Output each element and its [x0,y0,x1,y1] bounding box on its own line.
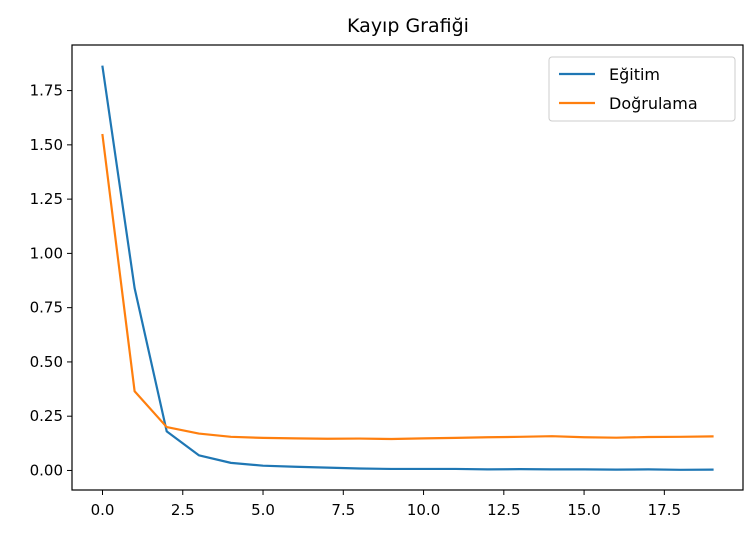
x-tick-label: 2.5 [171,501,195,519]
y-tick-label: 1.25 [30,190,63,208]
legend-label-0: Eğitim [609,65,660,84]
x-tick-label: 10.0 [407,501,440,519]
y-tick-label: 0.00 [30,461,63,479]
x-tick-label: 17.5 [648,501,681,519]
legend-label-1: Doğrulama [609,94,698,113]
plot-area: 0.0 2.5 5.0 7.5 10.0 12.5 15.0 17.5 0.00 0.25 0.50… [30,44,744,519]
x-tick-label: 15.0 [567,501,600,519]
x-tick-label: 5.0 [251,501,275,519]
x-tick-label: 7.5 [331,501,355,519]
x-tick-label: 12.5 [487,501,520,519]
legend: Eğitim Doğrulama [548,56,736,122]
y-tick-label: 0.75 [30,299,63,317]
x-tick-label: 0.0 [91,501,115,519]
y-tick-label: 1.00 [30,244,63,262]
chart-title: Kayıp Grafiği [347,15,469,37]
series-line-0 [101,65,714,471]
y-tick-label: 1.75 [30,82,63,100]
series-line-1 [101,133,714,441]
legend-box [548,56,736,122]
y-tick-label: 0.50 [30,353,63,371]
y-tick-label: 0.25 [30,407,63,425]
axes-frame [71,44,744,491]
y-tick-label: 1.50 [30,136,63,154]
